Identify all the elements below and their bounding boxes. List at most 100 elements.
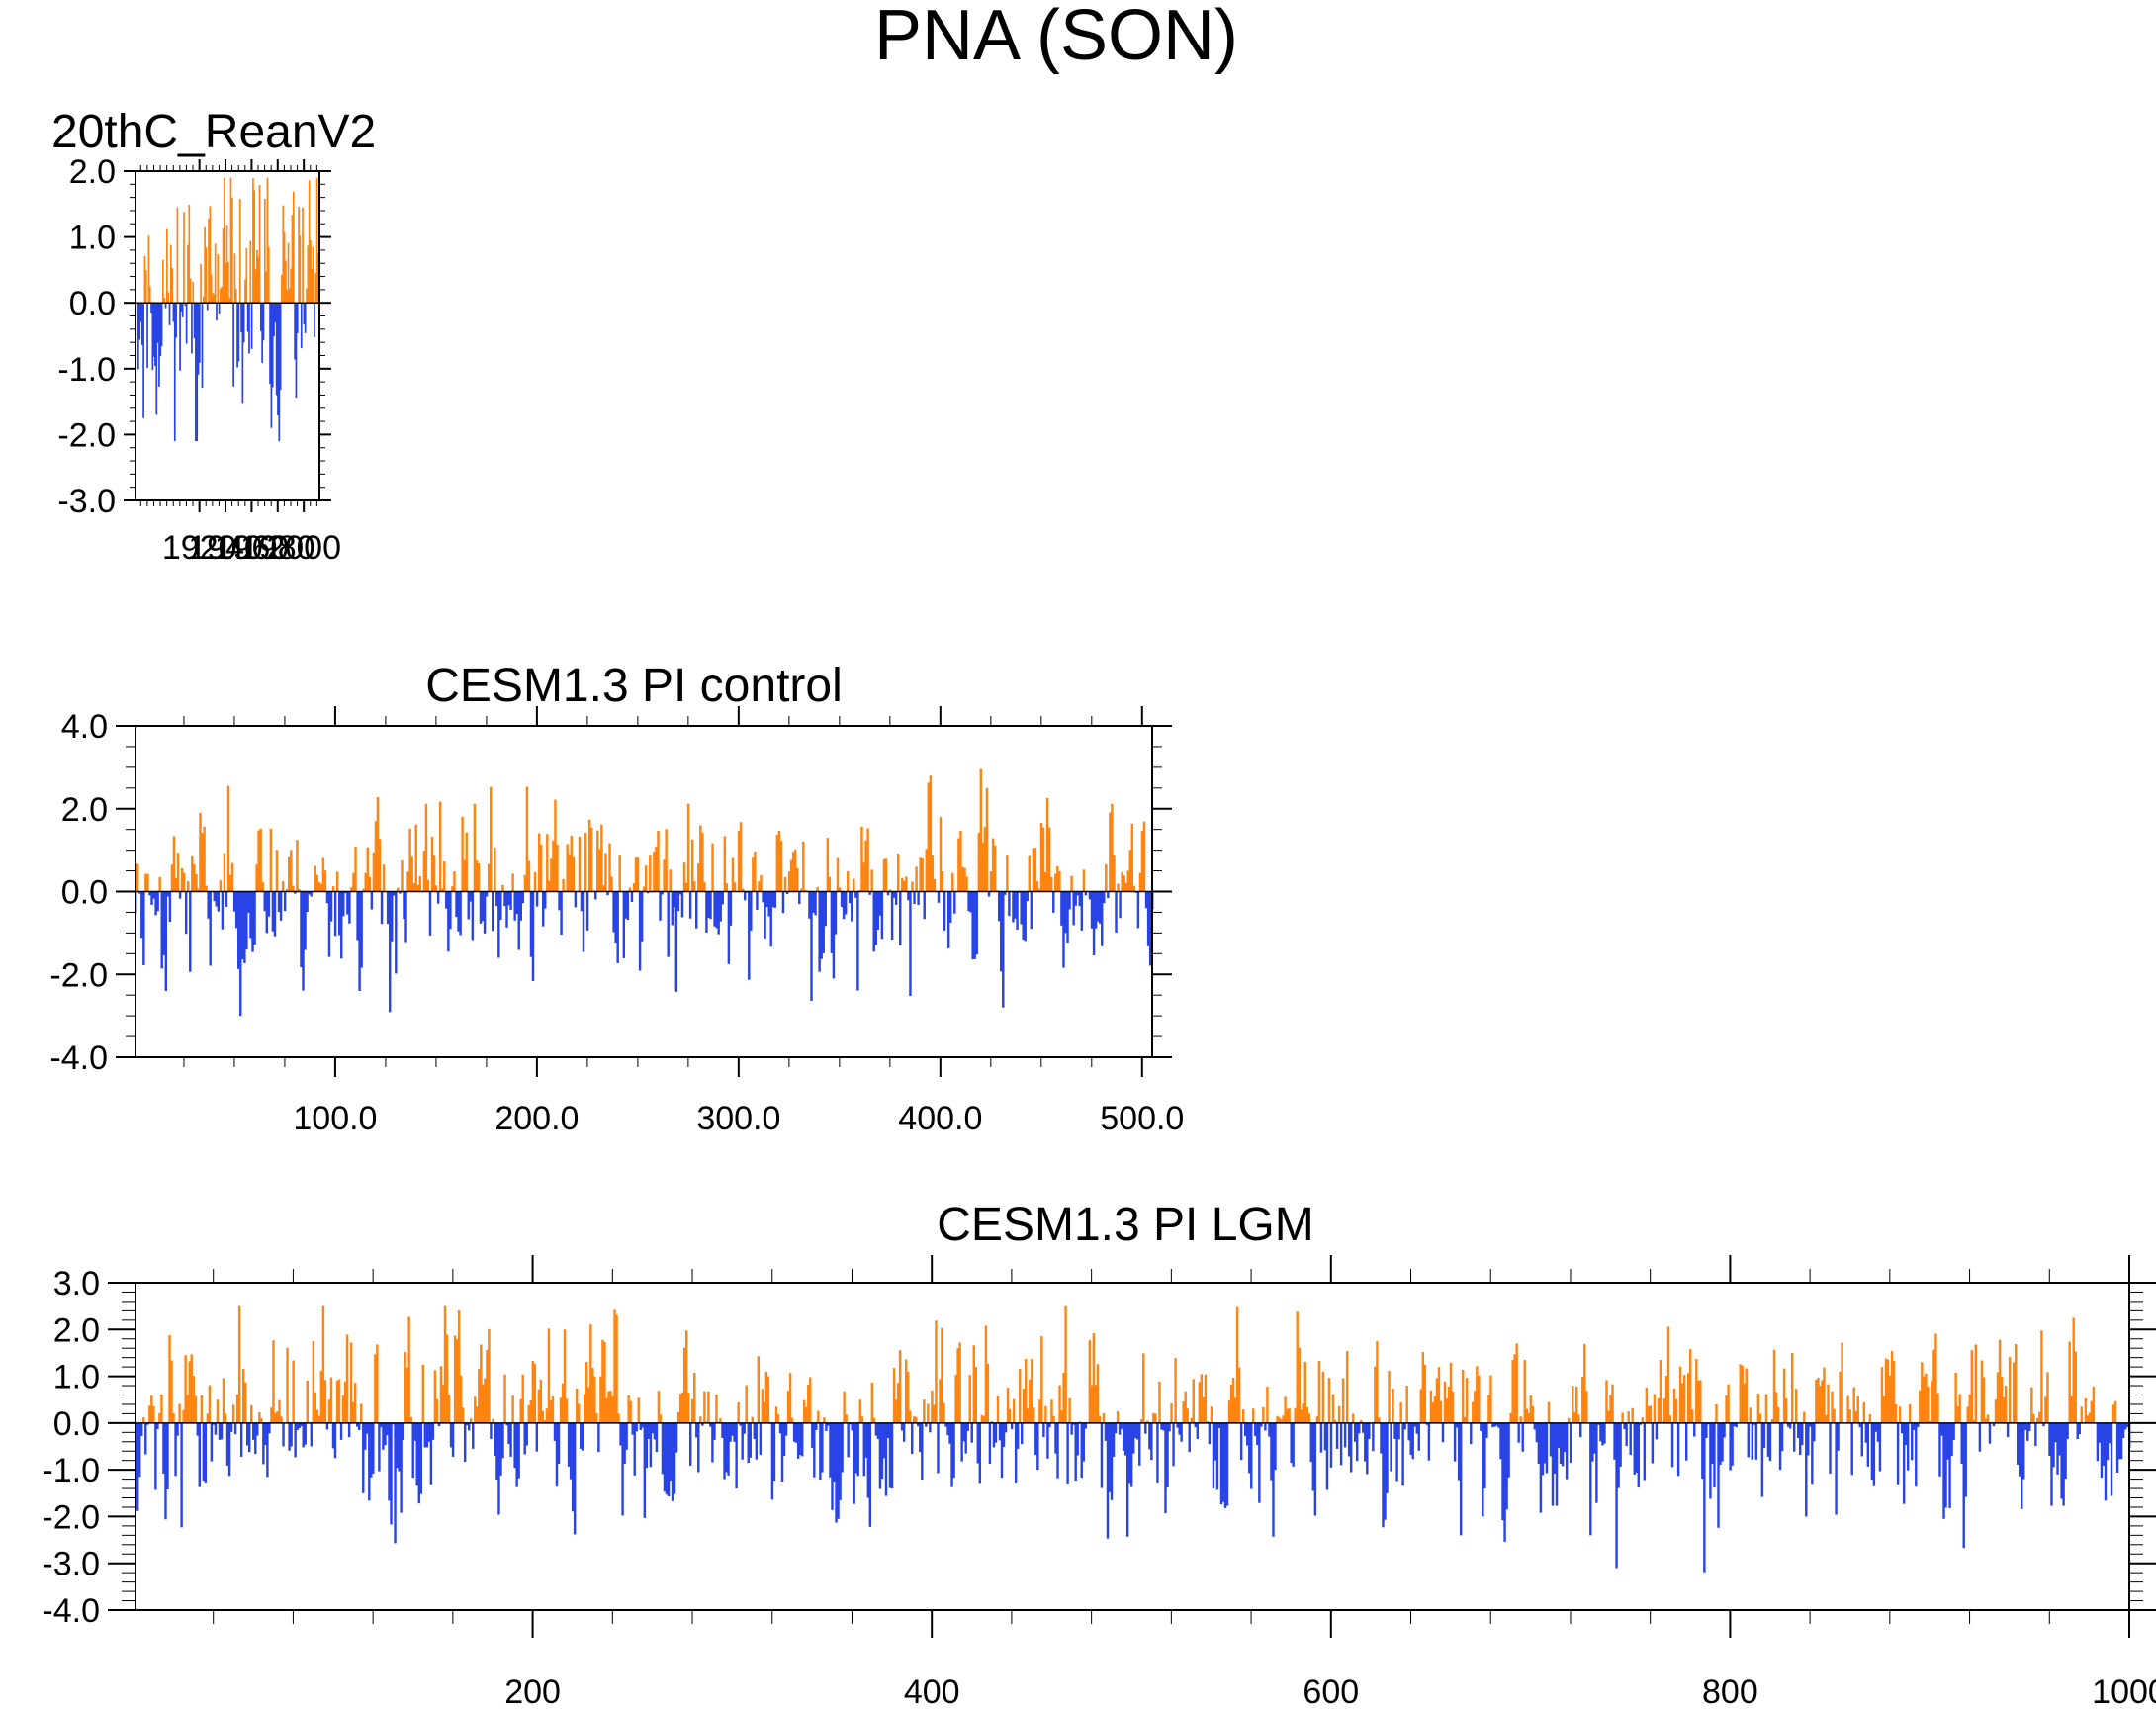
bar — [774, 1406, 778, 1423]
bar — [1623, 1422, 1626, 1430]
bar — [1064, 1305, 1067, 1423]
bar — [1315, 1416, 1319, 1423]
bar — [956, 1348, 959, 1423]
bar — [1231, 1377, 1235, 1423]
bar — [315, 1409, 319, 1423]
bar — [915, 1416, 918, 1423]
bar — [273, 891, 277, 937]
bar — [1108, 1422, 1112, 1492]
bar — [1533, 1422, 1537, 1430]
bar — [633, 1422, 636, 1476]
bar — [167, 292, 170, 304]
bar — [240, 303, 242, 333]
bar — [503, 891, 506, 907]
bar — [436, 891, 440, 904]
bar — [1599, 1422, 1602, 1442]
bar — [465, 1422, 469, 1426]
bar — [239, 891, 242, 1017]
bar — [501, 884, 504, 892]
bar — [509, 891, 512, 910]
bar — [1613, 1422, 1616, 1460]
bar — [1034, 1422, 1037, 1456]
y-tick-label: 2.0 — [61, 791, 108, 829]
bar — [304, 1422, 307, 1445]
bar — [719, 1418, 722, 1423]
bar — [366, 1422, 369, 1434]
bar — [277, 891, 281, 913]
bar — [550, 858, 553, 892]
bar — [1323, 1422, 1327, 1451]
bar — [705, 891, 708, 933]
bar — [2030, 1387, 2033, 1423]
bar — [943, 1402, 945, 1423]
bar — [1992, 1422, 1996, 1427]
bar — [174, 878, 178, 892]
bar — [398, 1422, 401, 1472]
bar — [1501, 1422, 1504, 1521]
bar — [701, 832, 704, 892]
bar — [988, 1422, 992, 1464]
bar — [1047, 827, 1051, 892]
bar — [216, 303, 218, 321]
bar — [1062, 1372, 1065, 1423]
bar — [1182, 1401, 1185, 1423]
bar — [788, 1373, 792, 1423]
y-tick-label: -2.0 — [49, 956, 108, 994]
bar — [1012, 891, 1015, 923]
bar — [1693, 1422, 1696, 1437]
bar — [2108, 1422, 2111, 1444]
bar — [699, 825, 702, 892]
bar — [1016, 1422, 1020, 1449]
bar — [975, 891, 978, 955]
bar — [1571, 1386, 1574, 1423]
bar — [946, 1422, 949, 1436]
bar — [1014, 1422, 1018, 1483]
bar — [220, 288, 222, 304]
bar — [965, 876, 968, 892]
bar — [927, 1403, 930, 1423]
bar — [1776, 1406, 1780, 1423]
bar — [1052, 1415, 1055, 1423]
bar — [217, 891, 221, 912]
x-tick-label: 200.0 — [494, 1100, 579, 1137]
panel-title: CESM1.3 PI control — [425, 660, 843, 712]
bar — [175, 303, 177, 338]
bar — [197, 303, 200, 375]
bar — [198, 1422, 201, 1487]
bar — [1854, 1411, 1857, 1423]
bar — [1480, 1422, 1482, 1431]
bar — [1345, 1351, 1349, 1423]
bar — [637, 1397, 640, 1423]
bar — [2004, 1386, 2008, 1423]
bar — [1569, 1422, 1572, 1464]
bar — [667, 891, 670, 957]
bar — [669, 1422, 673, 1482]
bar — [246, 303, 249, 332]
bar — [653, 1422, 657, 1440]
bar — [337, 1379, 341, 1423]
bar — [960, 1422, 963, 1462]
bar — [1898, 1406, 1902, 1423]
bar — [970, 1422, 973, 1443]
bar — [695, 891, 698, 929]
bar — [839, 1422, 842, 1500]
bar — [1144, 1422, 1147, 1434]
bar — [233, 253, 236, 304]
bar — [315, 177, 318, 304]
bar — [838, 887, 842, 892]
bar — [409, 1416, 412, 1423]
bar — [405, 1367, 408, 1423]
bar — [727, 1422, 730, 1476]
bar — [1565, 1422, 1569, 1480]
bar — [298, 888, 301, 892]
bar — [872, 1417, 876, 1423]
bar — [1107, 891, 1110, 899]
bar — [2019, 1422, 2021, 1477]
bar — [492, 891, 494, 932]
bar — [673, 1422, 676, 1494]
bar — [610, 876, 613, 892]
bar — [230, 197, 233, 304]
panel-title: CESM1.3 PI LGM — [937, 1199, 1313, 1251]
bar — [245, 247, 248, 304]
bar — [412, 883, 415, 892]
